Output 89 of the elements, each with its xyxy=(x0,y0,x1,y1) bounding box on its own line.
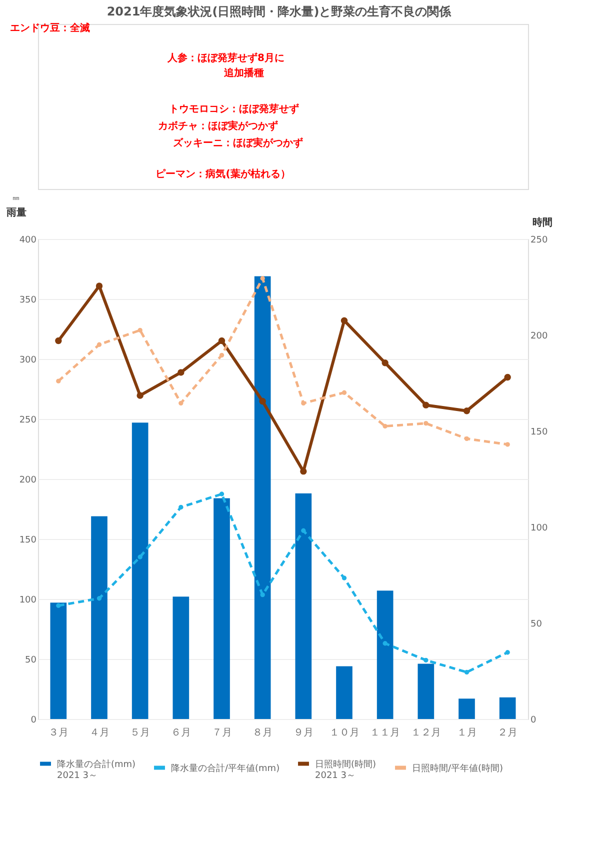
bar xyxy=(458,698,475,719)
bar xyxy=(172,596,190,719)
point xyxy=(463,407,470,414)
y-tick-label: 150 xyxy=(19,536,37,546)
y2-axis-title: 時間 xyxy=(532,216,552,228)
point xyxy=(178,369,184,376)
text: ズッキーニ：ほぼ実がつかず xyxy=(173,137,303,149)
point xyxy=(138,328,142,333)
y-tick-label: 50 xyxy=(25,656,37,666)
point xyxy=(504,374,511,381)
point xyxy=(382,359,388,366)
point xyxy=(464,670,470,675)
y-axis-title: 雨量 xyxy=(6,206,26,218)
bar xyxy=(336,666,352,719)
bar xyxy=(91,516,108,719)
x-tick-label: ４月 xyxy=(89,728,110,738)
point xyxy=(260,592,265,598)
point xyxy=(219,492,224,496)
point xyxy=(422,402,430,408)
point xyxy=(136,392,144,399)
point xyxy=(424,658,428,663)
y-tick-label: 200 xyxy=(19,476,37,486)
x-tick-label: １月 xyxy=(456,728,477,738)
y2-tick-label: 150 xyxy=(530,428,548,438)
y-tick-label: 0 xyxy=(30,716,37,726)
point xyxy=(424,420,428,426)
legend-label: 降水量の合計/平年値(mm) xyxy=(171,762,280,774)
text: トウモロコシ：ほぼ発芽せず xyxy=(169,103,299,115)
x-tick-label: ６月 xyxy=(170,728,191,738)
x-tick-label: １１月 xyxy=(370,728,400,738)
point xyxy=(56,603,61,608)
point xyxy=(382,641,388,646)
point xyxy=(301,528,306,533)
y2-tick-label: 100 xyxy=(530,524,548,534)
y2-tick-label: 200 xyxy=(530,332,548,342)
x-tick-label: ９月 xyxy=(293,728,314,738)
y-tick-label: 250 xyxy=(19,416,37,426)
text: 追加播種 xyxy=(223,67,264,79)
text: ピーマン：病気(葉が枯れる） xyxy=(156,168,290,180)
bar xyxy=(418,664,434,719)
point xyxy=(218,337,226,344)
legend-label: 日照時間(時間) 2021 3～ xyxy=(315,758,376,781)
point xyxy=(505,650,510,655)
x-tick-label: １０月 xyxy=(329,728,360,738)
bar xyxy=(254,276,271,719)
bar xyxy=(132,422,148,719)
text: カボチャ：ほぼ実がつかず xyxy=(158,120,278,132)
y-tick-label: 400 xyxy=(19,236,37,246)
x-tick-label: ７月 xyxy=(212,728,232,738)
y-tick-label: 300 xyxy=(19,356,37,366)
y-tick-label: 350 xyxy=(19,296,37,306)
bar xyxy=(499,697,516,719)
point xyxy=(260,276,265,281)
point xyxy=(138,554,142,560)
point xyxy=(464,436,470,442)
point xyxy=(340,317,348,324)
legend-label: 日照時間/平年値(時間) xyxy=(412,762,504,774)
text: 人参：ほぼ発芽せず8月に xyxy=(166,52,284,64)
bar xyxy=(376,590,394,719)
point xyxy=(55,337,62,344)
bar xyxy=(295,493,312,719)
point xyxy=(219,352,224,358)
x-tick-label: ５月 xyxy=(130,728,150,738)
point xyxy=(56,378,61,384)
point xyxy=(259,398,266,405)
y2-tick-label: 50 xyxy=(530,620,542,630)
legend-label: 降水量の合計(mm) 2021 3～ xyxy=(57,758,136,781)
text: エンドウ豆：全滅 xyxy=(10,22,90,34)
point xyxy=(96,282,103,290)
x-tick-label: ３月 xyxy=(48,728,68,738)
point xyxy=(96,596,102,601)
x-tick-label: ２月 xyxy=(498,728,518,738)
y-tick-label: 100 xyxy=(19,596,37,606)
y2-tick-label: 250 xyxy=(530,236,548,246)
y2-tick-label: 0 xyxy=(530,716,536,726)
x-tick-label: ８月 xyxy=(252,728,273,738)
point xyxy=(300,468,307,475)
x-tick-label: １２月 xyxy=(410,728,441,738)
bar xyxy=(214,498,230,719)
point xyxy=(178,400,184,406)
chart-title: 2021年度気象状況(日照時間・降水量)と野菜の生育不良の関係 xyxy=(106,4,452,18)
point xyxy=(505,442,510,447)
point xyxy=(382,424,388,429)
point xyxy=(342,390,347,395)
point xyxy=(342,576,347,580)
point xyxy=(178,504,184,510)
point xyxy=(301,400,306,406)
bar xyxy=(50,602,67,719)
point xyxy=(96,342,102,347)
